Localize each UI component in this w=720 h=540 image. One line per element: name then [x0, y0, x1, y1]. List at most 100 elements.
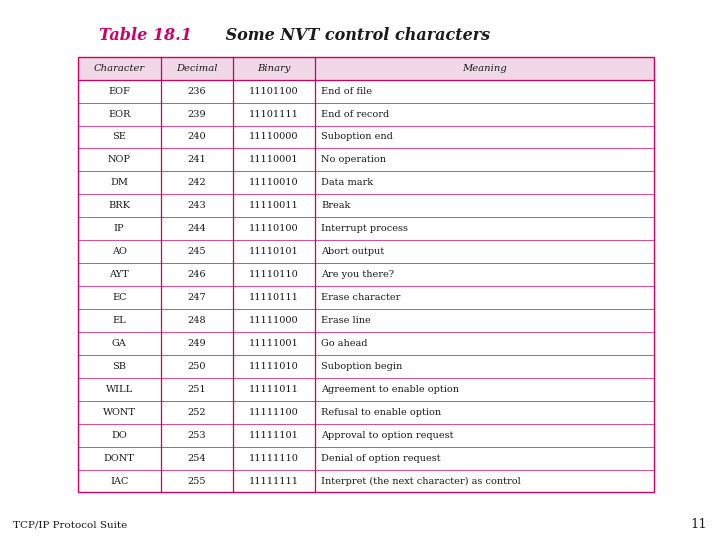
Text: Go ahead: Go ahead: [321, 339, 368, 348]
Text: 11111110: 11111110: [249, 454, 299, 463]
Bar: [78, 79, 654, 103]
Text: 253: 253: [187, 430, 206, 440]
Text: Character: Character: [94, 64, 145, 73]
Text: IAC: IAC: [110, 476, 128, 485]
Text: Erase character: Erase character: [321, 293, 400, 302]
Text: EC: EC: [112, 293, 127, 302]
Text: Suboption end: Suboption end: [321, 132, 393, 141]
Text: No operation: No operation: [321, 156, 386, 164]
Text: DO: DO: [112, 430, 127, 440]
Text: BRK: BRK: [108, 201, 130, 210]
Text: 11110000: 11110000: [249, 132, 299, 141]
Text: WONT: WONT: [103, 408, 135, 417]
Bar: [78, 125, 654, 148]
Bar: [78, 263, 654, 286]
Text: SB: SB: [112, 362, 126, 371]
Bar: [78, 148, 654, 171]
Text: Abort output: Abort output: [321, 247, 384, 256]
Text: 241: 241: [187, 156, 206, 164]
Text: 244: 244: [187, 224, 206, 233]
Text: Meaning: Meaning: [462, 64, 507, 73]
Text: 11110101: 11110101: [249, 247, 299, 256]
Text: 11111010: 11111010: [249, 362, 299, 371]
Text: EL: EL: [112, 316, 126, 325]
Text: Agreement to enable option: Agreement to enable option: [321, 385, 459, 394]
Text: 11: 11: [690, 518, 707, 531]
Text: 245: 245: [187, 247, 206, 256]
Text: 240: 240: [187, 132, 206, 141]
Text: 11110011: 11110011: [249, 201, 299, 210]
Text: Refusal to enable option: Refusal to enable option: [321, 408, 441, 417]
Text: 243: 243: [187, 201, 206, 210]
Bar: [78, 378, 654, 401]
Bar: [78, 309, 654, 332]
Text: 11110100: 11110100: [249, 224, 299, 233]
Text: Interrupt process: Interrupt process: [321, 224, 408, 233]
Text: 11110111: 11110111: [249, 293, 299, 302]
Text: 251: 251: [187, 385, 206, 394]
Bar: [78, 470, 654, 492]
Text: 11111011: 11111011: [249, 385, 299, 394]
Text: 236: 236: [187, 86, 206, 96]
Text: Break: Break: [321, 201, 351, 210]
Text: WILL: WILL: [106, 385, 132, 394]
Text: 11111111: 11111111: [249, 476, 299, 485]
Text: 239: 239: [187, 110, 206, 119]
Text: Are you there?: Are you there?: [321, 270, 394, 279]
Text: 11110110: 11110110: [249, 270, 299, 279]
Text: 11101100: 11101100: [249, 86, 299, 96]
Text: 249: 249: [187, 339, 206, 348]
Text: 242: 242: [187, 178, 206, 187]
Bar: [78, 286, 654, 309]
Text: EOR: EOR: [108, 110, 130, 119]
Text: AYT: AYT: [109, 270, 129, 279]
Bar: [78, 332, 654, 355]
Text: Binary: Binary: [257, 64, 291, 73]
Text: Erase line: Erase line: [321, 316, 371, 325]
Text: 11111000: 11111000: [249, 316, 299, 325]
Text: 255: 255: [187, 476, 206, 485]
Text: 11110010: 11110010: [249, 178, 299, 187]
Text: 11101111: 11101111: [249, 110, 299, 119]
Text: DONT: DONT: [104, 454, 135, 463]
Text: 11111100: 11111100: [249, 408, 299, 417]
Text: SE: SE: [112, 132, 126, 141]
Text: End of record: End of record: [321, 110, 390, 119]
Bar: [78, 194, 654, 217]
Text: Interpret (the next character) as control: Interpret (the next character) as contro…: [321, 476, 521, 485]
Text: Some NVT control characters: Some NVT control characters: [220, 27, 490, 44]
Text: 252: 252: [187, 408, 206, 417]
Text: Denial of option request: Denial of option request: [321, 454, 441, 463]
Text: Data mark: Data mark: [321, 178, 373, 187]
Text: 246: 246: [187, 270, 206, 279]
Bar: [78, 57, 654, 492]
Text: TCP/IP Protocol Suite: TCP/IP Protocol Suite: [13, 521, 127, 529]
Text: 11110001: 11110001: [249, 156, 299, 164]
Bar: [78, 217, 654, 240]
Text: 248: 248: [187, 316, 206, 325]
Text: GA: GA: [112, 339, 127, 348]
Text: 254: 254: [187, 454, 206, 463]
Text: 11111101: 11111101: [249, 430, 299, 440]
Bar: [78, 447, 654, 470]
Text: 11111001: 11111001: [249, 339, 299, 348]
Text: EOF: EOF: [108, 86, 130, 96]
Text: AO: AO: [112, 247, 127, 256]
Text: DM: DM: [110, 178, 128, 187]
Text: IP: IP: [114, 224, 125, 233]
Text: NOP: NOP: [108, 156, 130, 164]
Text: Approval to option request: Approval to option request: [321, 430, 454, 440]
Bar: [78, 171, 654, 194]
Bar: [78, 103, 654, 125]
Text: Decimal: Decimal: [176, 64, 217, 73]
Text: Suboption begin: Suboption begin: [321, 362, 402, 371]
Bar: [78, 355, 654, 378]
Text: 247: 247: [187, 293, 206, 302]
Bar: [78, 240, 654, 263]
Bar: [78, 424, 654, 447]
Bar: [78, 401, 654, 424]
Text: End of file: End of file: [321, 86, 372, 96]
Bar: [78, 57, 654, 79]
Text: Table 18.1: Table 18.1: [99, 27, 192, 44]
Text: 250: 250: [187, 362, 206, 371]
